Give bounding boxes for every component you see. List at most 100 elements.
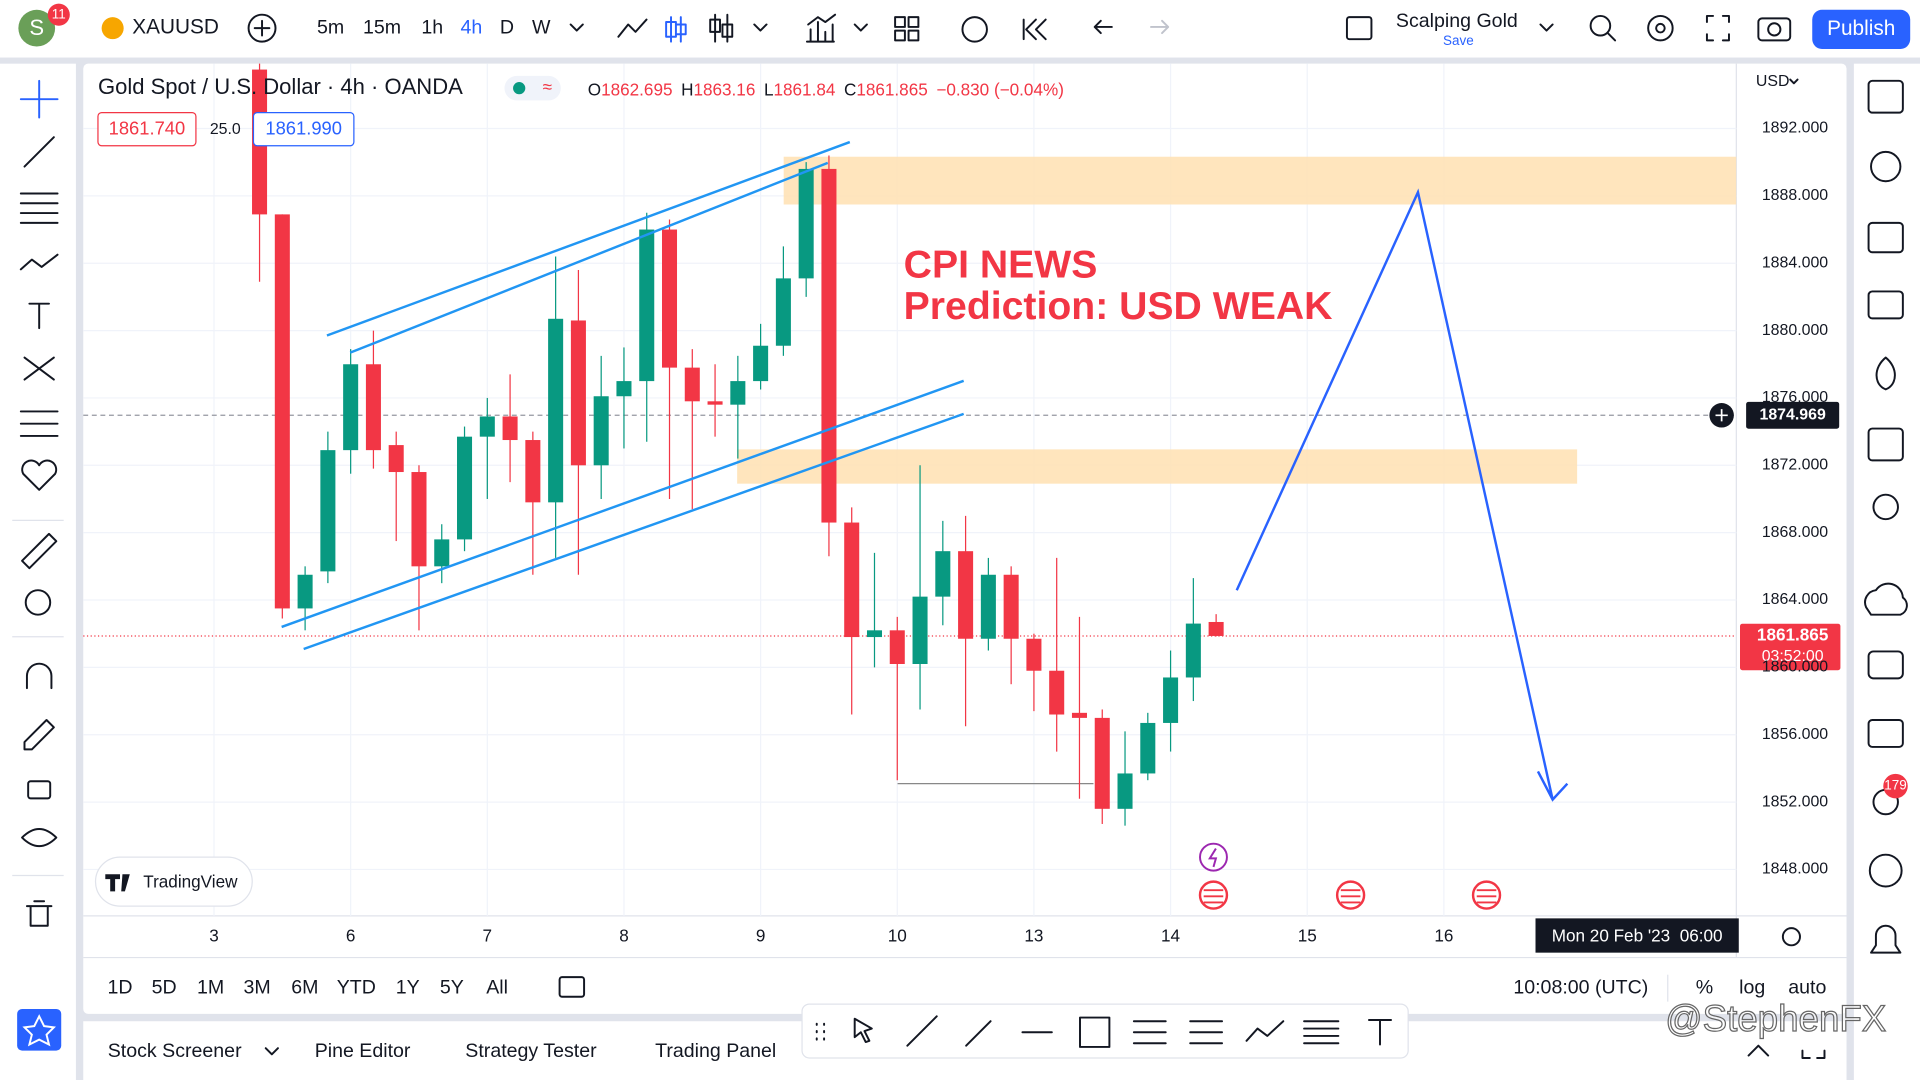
search[interactable] bbox=[1589, 14, 1612, 37]
drag-handle[interactable] bbox=[815, 1022, 826, 1041]
prediction-tool[interactable] bbox=[23, 356, 55, 381]
line[interactable] bbox=[906, 1015, 938, 1047]
forecast-tool[interactable] bbox=[19, 410, 59, 437]
parallel-channel[interactable] bbox=[1132, 1020, 1167, 1045]
remove-tool[interactable] bbox=[25, 900, 53, 927]
event-us[interactable] bbox=[1471, 880, 1502, 910]
x-tick-label: 13 bbox=[1024, 925, 1043, 945]
layout-checkbox[interactable] bbox=[1345, 16, 1373, 41]
interval[interactable]: 15m bbox=[363, 16, 401, 38]
hotlists[interactable] bbox=[1875, 356, 1896, 391]
fib-levels[interactable] bbox=[1303, 1020, 1340, 1045]
indicators-menu[interactable] bbox=[853, 23, 868, 32]
tab[interactable]: Pine Editor bbox=[315, 1040, 411, 1062]
chart-type-candles[interactable] bbox=[665, 16, 687, 43]
sidebar-tools bbox=[1864, 79, 1908, 954]
publish-button[interactable] bbox=[1812, 9, 1911, 49]
chart-type-menu[interactable] bbox=[753, 23, 768, 32]
trend-line-tool[interactable] bbox=[23, 136, 55, 168]
alert[interactable] bbox=[961, 16, 988, 43]
event-earnings[interactable] bbox=[1199, 842, 1228, 872]
snapshot[interactable] bbox=[1757, 17, 1792, 42]
range-button[interactable]: 6M bbox=[291, 976, 318, 998]
icon-tool[interactable] bbox=[21, 459, 58, 491]
replay[interactable] bbox=[1022, 18, 1047, 41]
settings[interactable] bbox=[1647, 14, 1674, 42]
range-button[interactable]: All bbox=[486, 976, 508, 998]
undo[interactable] bbox=[1093, 19, 1113, 35]
range-button[interactable]: 1D bbox=[107, 976, 132, 998]
tab[interactable]: Stock Screener bbox=[108, 1040, 242, 1062]
percent-toggle[interactable]: % bbox=[1696, 976, 1713, 998]
fib-tool[interactable] bbox=[19, 192, 59, 224]
layout-menu[interactable] bbox=[1539, 23, 1554, 32]
text-tool[interactable] bbox=[28, 302, 50, 330]
streams[interactable] bbox=[1864, 582, 1908, 616]
tab[interactable]: Trading Panel bbox=[655, 1040, 776, 1062]
panel-controls[interactable] bbox=[1747, 1044, 1826, 1059]
auto-toggle[interactable]: auto bbox=[1788, 976, 1826, 998]
notifications[interactable] bbox=[1870, 924, 1902, 954]
floating-toolbar bbox=[801, 1003, 1409, 1059]
interval[interactable]: W bbox=[532, 16, 551, 38]
cursor[interactable] bbox=[853, 1017, 873, 1044]
crosshair-time: Mon 20 Feb '23 06:00 bbox=[1552, 925, 1723, 945]
date-range[interactable] bbox=[558, 976, 586, 998]
magnet-tool[interactable] bbox=[25, 662, 53, 690]
chart-type-bars[interactable] bbox=[709, 13, 734, 43]
layouts[interactable] bbox=[894, 16, 920, 42]
axis-settings[interactable] bbox=[1781, 927, 1801, 947]
layout-name[interactable]: Scalping Gold bbox=[1396, 10, 1518, 32]
watchlist[interactable] bbox=[1867, 79, 1904, 114]
symbol[interactable]: XAUUSD bbox=[132, 16, 219, 39]
interval[interactable]: D bbox=[500, 16, 514, 38]
indicators[interactable] bbox=[805, 13, 837, 43]
event-us[interactable] bbox=[1335, 880, 1366, 910]
tab[interactable]: Strategy Tester bbox=[465, 1040, 597, 1062]
currency[interactable]: USD bbox=[1756, 73, 1790, 90]
range-button[interactable]: 5D bbox=[152, 976, 177, 998]
interval-menu[interactable] bbox=[569, 23, 584, 32]
range-button[interactable]: 3M bbox=[244, 976, 271, 998]
crosshair-tool[interactable] bbox=[19, 79, 59, 119]
interval[interactable]: 4h bbox=[461, 16, 483, 38]
news[interactable] bbox=[1867, 221, 1904, 254]
ray[interactable] bbox=[965, 1020, 992, 1047]
range-button[interactable]: 5Y bbox=[440, 976, 464, 998]
chart-type-line[interactable] bbox=[617, 18, 648, 38]
sell-button[interactable] bbox=[97, 112, 197, 147]
path[interactable] bbox=[1245, 1020, 1285, 1042]
live[interactable] bbox=[1868, 853, 1903, 888]
interval[interactable]: 5m bbox=[317, 16, 344, 38]
watermark-badge[interactable] bbox=[94, 856, 253, 907]
avatar[interactable] bbox=[18, 9, 56, 47]
measure-tool[interactable] bbox=[21, 532, 58, 570]
data-window[interactable] bbox=[1867, 290, 1904, 320]
range-button[interactable]: 1M bbox=[197, 976, 224, 998]
ideas[interactable] bbox=[1872, 493, 1899, 521]
lock-drawing-tool[interactable] bbox=[23, 719, 55, 751]
interval[interactable]: 1h bbox=[421, 16, 443, 38]
log-toggle[interactable]: log bbox=[1739, 976, 1765, 998]
notes[interactable] bbox=[1867, 719, 1904, 748]
zoom-tool[interactable] bbox=[24, 589, 52, 616]
redo[interactable] bbox=[1150, 19, 1170, 35]
pattern-tool[interactable] bbox=[19, 253, 59, 271]
text[interactable] bbox=[1368, 1019, 1392, 1046]
event-us[interactable] bbox=[1198, 880, 1229, 910]
rectangle[interactable] bbox=[1079, 1016, 1111, 1048]
calendar[interactable] bbox=[1867, 427, 1904, 462]
chats[interactable] bbox=[1867, 650, 1904, 680]
tab-menu[interactable] bbox=[264, 1047, 279, 1056]
buy-button[interactable] bbox=[252, 112, 355, 147]
fullscreen[interactable] bbox=[1705, 14, 1730, 42]
favorites-button[interactable] bbox=[17, 1008, 62, 1051]
range-button[interactable]: 1Y bbox=[396, 976, 420, 998]
candle-body bbox=[958, 551, 974, 639]
compare-button[interactable] bbox=[247, 13, 277, 43]
range-button[interactable]: YTD bbox=[337, 976, 376, 998]
lock-tool[interactable] bbox=[27, 780, 52, 800]
fib-retracement[interactable] bbox=[1189, 1020, 1224, 1045]
alerts[interactable] bbox=[1870, 150, 1902, 183]
visibility-tool[interactable] bbox=[21, 828, 58, 848]
